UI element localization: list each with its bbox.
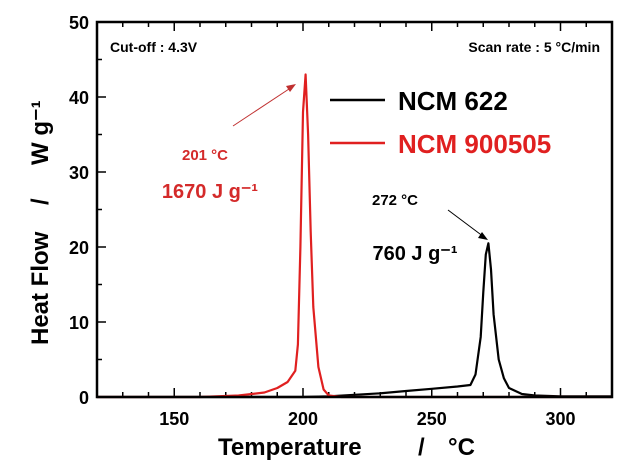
y-tick-label: 10 xyxy=(69,313,89,333)
x-tick-label: 200 xyxy=(288,409,318,429)
annotation-black-peak-temp: 272 °C xyxy=(372,192,418,209)
legend-label-ncm900505: NCM 900505 xyxy=(398,129,551,159)
x-tick-label: 150 xyxy=(159,409,189,429)
y-axis-label: Heat Flow xyxy=(27,231,54,345)
y-tick-label: 20 xyxy=(69,238,89,258)
plot-frame xyxy=(95,20,614,399)
y-axis-slash: / xyxy=(27,198,54,205)
y-axis-unit: W g⁻¹ xyxy=(27,100,54,165)
annotation-scan-rate: Scan rate : 5 °C/min xyxy=(468,39,600,55)
annotation-cutoff: Cut-off : 4.3V xyxy=(110,39,198,55)
y-tick-label: 50 xyxy=(69,13,89,33)
legend-label-ncm622: NCM 622 xyxy=(398,86,508,116)
red-peak-arrow xyxy=(232,86,293,127)
x-tick-label: 250 xyxy=(417,409,447,429)
annotation-red-peak-temp: 201 °C xyxy=(182,147,228,164)
x-axis-label: Temperature xyxy=(218,434,362,461)
series-line-ncm622 xyxy=(97,242,612,399)
x-axis-unit: °C xyxy=(448,434,475,461)
x-tick-label: 300 xyxy=(545,409,575,429)
series-line-ncm900505 xyxy=(97,73,612,399)
black-peak-arrow xyxy=(447,209,485,238)
y-tick-label: 0 xyxy=(79,388,89,408)
annotation-black-heat: 760 J g⁻¹ xyxy=(372,243,457,265)
x-axis-slash: / xyxy=(418,434,425,461)
annotation-red-heat: 1670 J g⁻¹ xyxy=(162,181,259,203)
black-arrowhead xyxy=(478,232,488,240)
y-tick-label: 30 xyxy=(69,163,89,183)
y-tick-label: 40 xyxy=(69,88,89,108)
red-arrowhead xyxy=(286,84,296,92)
